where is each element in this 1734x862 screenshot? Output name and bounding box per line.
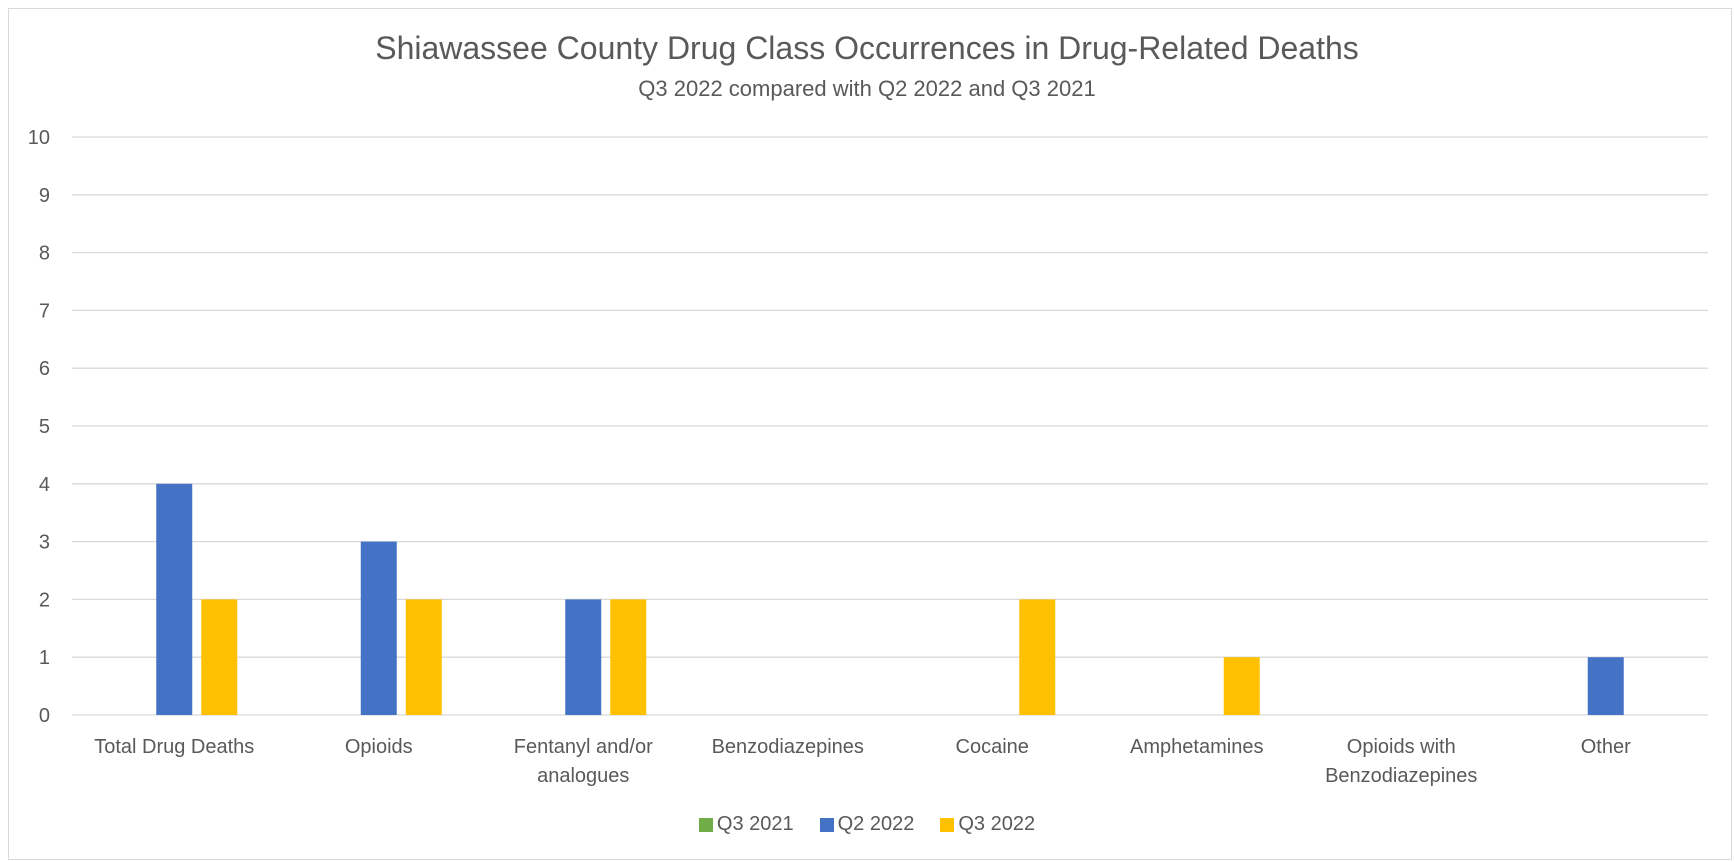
chart-title: Shiawassee County Drug Class Occurrences… [375,30,1359,66]
x-tick-label: Fentanyl and/or analogues [514,736,653,787]
bar-q3-2022 [1019,599,1056,715]
chart-subtitle: Q3 2022 compared with Q2 2022 and Q3 202… [638,76,1096,101]
bar-q3-2022 [405,599,442,715]
legend-item: Q3 2022 [940,813,1035,836]
legend-label: Q3 2022 [958,813,1036,835]
x-tick-label-line: Fentanyl and/or [514,736,653,758]
legend-label: Q2 2022 [837,813,915,835]
legend-item: Q2 2022 [819,813,915,836]
y-tick-label: 10 [28,127,50,149]
bar-q3-2022 [201,599,238,715]
bar-q3-2022 [1223,657,1260,715]
x-tick-label: Opioids with Benzodiazepines [1325,736,1477,787]
y-tick-label: 4 [39,474,50,496]
legend-label: Q3 2021 [716,813,794,835]
x-tick-label-line: Opioids [345,736,413,758]
bars [156,483,1624,715]
y-tick-label: 3 [39,532,50,554]
y-axis-ticks: 0 1 2 3 4 5 6 7 8 9 10 [28,127,50,727]
gridlines [72,136,1708,716]
x-tick-label: Amphetamines [1130,736,1263,758]
y-tick-label: 9 [39,185,50,207]
legend-swatch [940,817,955,832]
y-tick-label: 6 [39,358,50,380]
x-tick-label: Opioids [345,736,413,758]
x-tick-label: Benzodiazepines [712,736,864,758]
legend-item: Q3 2021 [698,813,794,836]
y-tick-label: 7 [39,300,50,322]
y-tick-label: 0 [39,705,50,727]
y-tick-label: 8 [39,243,50,265]
legend-swatch [819,817,834,832]
bar-q3-2022 [610,599,647,715]
x-axis-ticks: Total Drug Deaths Opioids Fentanyl and/or a… [94,736,1631,787]
bar-q2-2022 [156,483,193,715]
x-tick-label: Other [1581,736,1631,758]
y-tick-label: 5 [39,416,50,438]
x-tick-label-line: analogues [537,765,629,787]
bar-q2-2022 [1587,657,1624,715]
x-tick-label-line: Benzodiazepines [712,736,864,758]
bar-q2-2022 [360,541,397,715]
chart-frame [8,8,1732,860]
legend: Q3 2021 Q2 2022 Q3 2022 [0,813,1734,836]
legend-swatch [698,817,713,832]
x-tick-label-line: Total Drug Deaths [94,736,254,758]
x-tick-label-line: Benzodiazepines [1325,765,1477,787]
x-tick-label-line: Opioids with [1347,736,1456,758]
y-tick-label: 1 [39,647,50,669]
x-tick-label: Cocaine [956,736,1029,758]
x-tick-label: Total Drug Deaths [94,736,254,758]
x-tick-label-line: Amphetamines [1130,736,1263,758]
y-tick-label: 2 [39,589,50,611]
x-tick-label-line: Cocaine [956,736,1029,758]
bar-q2-2022 [565,599,602,715]
x-tick-label-line: Other [1581,736,1631,758]
